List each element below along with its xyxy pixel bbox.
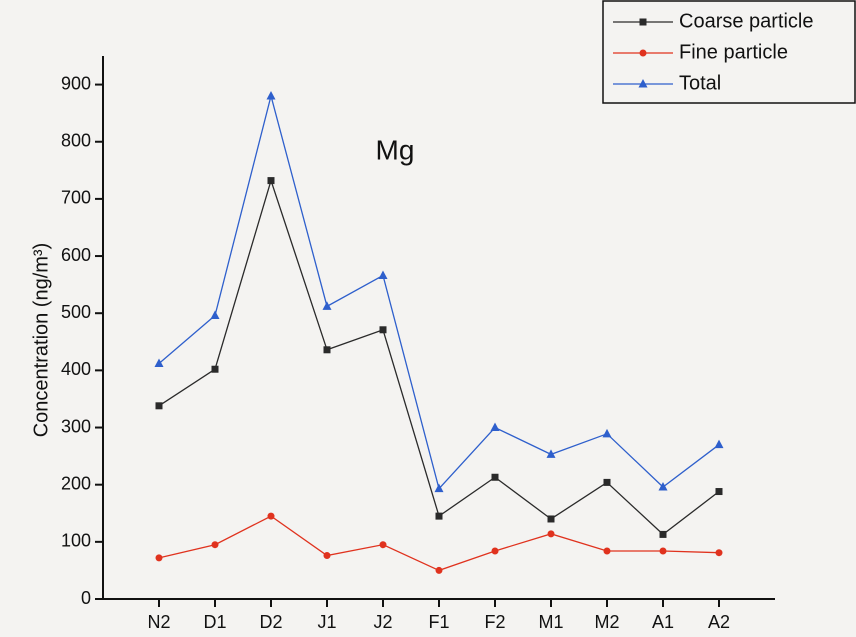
- data-point: [491, 473, 499, 481]
- y-tick-label: 600: [61, 245, 91, 265]
- y-tick-label: 900: [61, 73, 91, 93]
- legend-label: Fine particle: [679, 41, 788, 63]
- x-tick-label: D2: [259, 612, 282, 632]
- x-tick-label: N2: [147, 612, 170, 632]
- data-point: [546, 449, 556, 458]
- y-tick-label: 300: [61, 416, 91, 436]
- data-point: [155, 402, 163, 410]
- data-point: [323, 346, 331, 354]
- data-point: [603, 547, 611, 555]
- data-point: [322, 301, 332, 310]
- data-point: [435, 512, 443, 520]
- data-point: [379, 541, 387, 549]
- x-tick-label: M2: [594, 612, 619, 632]
- y-tick-label: 200: [61, 473, 91, 493]
- y-axis-label: Concentration (ng/m³): [30, 243, 52, 438]
- series-line: [158, 515, 720, 572]
- data-point: [658, 481, 668, 491]
- y-tick-label: 100: [61, 531, 91, 551]
- y-tick-label: 700: [61, 188, 91, 208]
- data-point: [211, 365, 219, 373]
- data-point: [602, 428, 612, 438]
- x-tick-label: D1: [203, 612, 226, 632]
- data-point: [434, 483, 444, 493]
- series-line: [158, 93, 720, 491]
- legend-marker: [639, 18, 647, 26]
- data-point: [715, 549, 723, 557]
- x-tick-label: J1: [317, 612, 336, 632]
- data-point: [547, 515, 555, 523]
- data-point: [714, 439, 724, 449]
- legend-marker: [639, 49, 647, 57]
- data-point: [378, 270, 388, 279]
- y-tick-label: 0: [81, 588, 91, 608]
- data-point: [379, 326, 387, 334]
- x-tick-label: A1: [652, 612, 674, 632]
- data-point: [490, 422, 500, 432]
- y-tick-label: 500: [61, 302, 91, 322]
- legend-label: Coarse particle: [679, 10, 814, 32]
- y-tick-label: 800: [61, 130, 91, 150]
- data-point: [659, 530, 667, 538]
- x-tick-label: F1: [428, 612, 449, 632]
- data-point: [210, 310, 220, 319]
- series-line: [158, 178, 720, 536]
- data-point: [603, 478, 611, 486]
- annotation: Mg: [376, 134, 415, 165]
- x-tick-label: F2: [484, 612, 505, 632]
- x-tick-label: M1: [538, 612, 563, 632]
- legend-marker: [638, 79, 648, 88]
- y-tick-label: 400: [61, 359, 91, 379]
- data-point: [715, 488, 723, 496]
- data-point: [435, 566, 443, 574]
- x-tick-label: J2: [373, 612, 392, 632]
- data-point: [323, 552, 331, 560]
- data-point: [211, 541, 219, 549]
- legend-label: Total: [679, 72, 721, 94]
- data-point: [267, 177, 275, 185]
- data-point: [491, 547, 499, 555]
- x-tick-label: A2: [708, 612, 730, 632]
- data-point: [267, 512, 275, 520]
- data-point: [155, 554, 163, 562]
- data-point: [266, 91, 276, 100]
- data-point: [659, 547, 667, 555]
- data-point: [154, 358, 164, 368]
- legend-box: [602, 0, 856, 104]
- data-point: [547, 530, 555, 538]
